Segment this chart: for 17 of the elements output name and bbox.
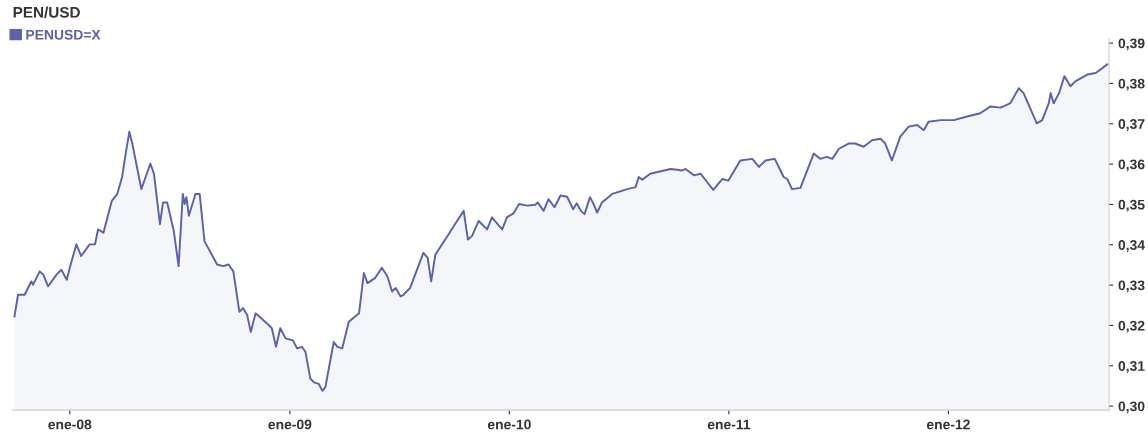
y-tick-label: 0,30 (1118, 401, 1145, 414)
y-tick-label: 0,37 (1118, 119, 1145, 131)
y-tick-label: 0,33 (1118, 280, 1145, 293)
chart-title: PEN/USD (13, 6, 80, 18)
y-tick-label: 0,39 (1118, 38, 1145, 51)
y-tick-label: 0,38 (1118, 78, 1145, 91)
x-tick-label: ene-12 (926, 419, 970, 430)
y-tick-label: 0,32 (1118, 320, 1145, 333)
x-tick-label: ene-08 (48, 419, 92, 430)
y-tick-label: 0,36 (1118, 159, 1145, 172)
x-tick-label: ene-11 (707, 419, 751, 430)
y-tick-label: 0,34 (1118, 240, 1145, 252)
x-tick-label: ene-10 (487, 419, 531, 430)
legend-label: PENUSD=X (26, 29, 101, 40)
y-tick-label: 0,31 (1118, 361, 1145, 373)
x-tick-label: ene-09 (268, 419, 312, 430)
y-tick-label: 0,35 (1118, 199, 1145, 212)
